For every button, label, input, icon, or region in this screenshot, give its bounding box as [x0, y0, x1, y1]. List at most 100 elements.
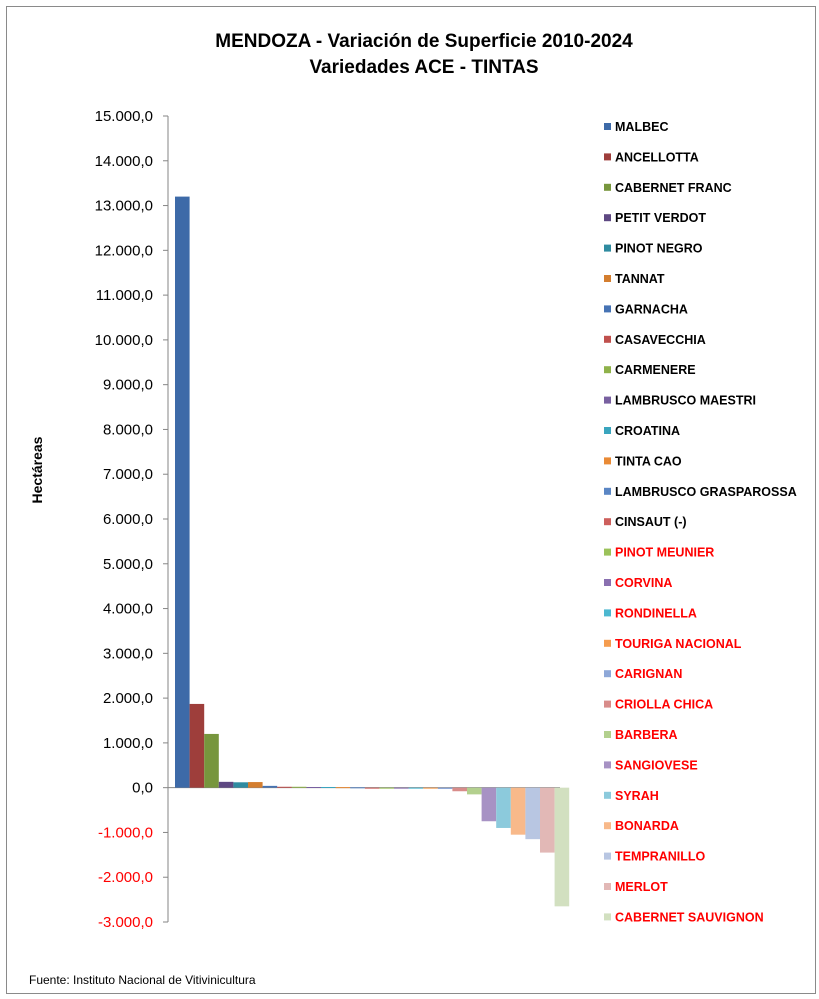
y-tick-label: 13.000,0 — [95, 198, 153, 215]
bar-tempranillo — [525, 787, 540, 840]
y-tick-label: 6.000,0 — [103, 511, 153, 528]
bar-sangiovese — [481, 787, 497, 822]
bar-lambrusco-maestri — [306, 786, 321, 788]
y-tick-label: 0,0 — [132, 780, 153, 797]
legend-label: CABERNET SAUVIGNON — [615, 910, 764, 924]
y-tick-label: -3.000,0 — [98, 914, 153, 931]
bar-merlot — [540, 787, 555, 853]
legend-swatch — [604, 761, 611, 769]
legend-label: RONDINELLA — [615, 606, 697, 620]
legend-label: LAMBRUSCO GRASPAROSSA — [615, 485, 797, 499]
legend-swatch — [604, 822, 611, 830]
bar-barbera — [467, 787, 482, 795]
legend-label: MERLOT — [615, 880, 668, 894]
y-tick-label: 12.000,0 — [95, 242, 153, 259]
bar-touriga-nacional — [423, 787, 438, 789]
legend-label: PINOT NEGRO — [615, 242, 703, 256]
source-note: Fuente: Instituto Nacional de Vitivinicu… — [29, 973, 256, 987]
legend-label: PETIT VERDOT — [615, 211, 706, 225]
bar-croatina — [321, 786, 336, 788]
y-tick-label: 2.000,0 — [103, 690, 153, 707]
y-tick-label: 10.000,0 — [95, 332, 153, 349]
y-tick-label: -2.000,0 — [98, 869, 153, 886]
bar-petit-verdot — [218, 781, 234, 788]
bar-carignan — [437, 787, 453, 790]
legend-swatch — [604, 275, 611, 282]
legend-label: GARNACHA — [615, 302, 688, 316]
legend-label: BONARDA — [615, 819, 679, 833]
legend-label: TINTA CAO — [615, 454, 682, 468]
bar-syrah — [496, 787, 511, 828]
legend-swatch — [604, 731, 611, 738]
bar-ancellotta — [189, 703, 205, 788]
bar-pinot-meunier — [379, 787, 394, 789]
legend-label: MALBEC — [615, 120, 668, 134]
legend-label: CABERNET FRANC — [615, 181, 732, 195]
legend-label: CINSAUT (-) — [615, 515, 687, 529]
legend-label: CORVINA — [615, 576, 672, 590]
y-tick-label: 11.000,0 — [96, 287, 153, 304]
legend-swatch — [604, 457, 611, 465]
legend-label: TANNAT — [615, 272, 665, 286]
bar-garnacha — [262, 785, 278, 788]
chart-subtitle: Variedades ACE - TINTAS — [309, 57, 538, 78]
legend-label: TOURIGA NACIONAL — [615, 637, 742, 651]
bar-tannat — [248, 782, 263, 788]
bar-lambrusco-grasparossa — [350, 787, 365, 789]
legend-swatch — [604, 883, 611, 890]
y-tick-label: 8.000,0 — [103, 421, 153, 438]
legend-label: ANCELLOTTA — [615, 150, 699, 164]
legend-swatch — [604, 700, 611, 708]
y-tick-label: 4.000,0 — [103, 601, 153, 618]
chart-title: MENDOZA - Variación de Superficie 2010-2… — [215, 31, 633, 52]
legend-swatch — [604, 396, 611, 404]
legend-label: BARBERA — [615, 728, 678, 742]
legend-label: PINOT MEUNIER — [615, 546, 714, 560]
bar-carmenere — [291, 786, 307, 788]
legend-swatch — [604, 123, 611, 130]
legend-swatch — [604, 670, 611, 678]
bar-rondinella — [408, 787, 424, 789]
legend-swatch — [604, 609, 611, 617]
legend-swatch — [604, 153, 611, 161]
legend-label: TEMPRANILLO — [615, 850, 706, 864]
legend-swatch — [604, 852, 611, 860]
legend-swatch — [604, 305, 611, 313]
legend-swatch — [604, 335, 611, 343]
y-ticks: 15.000,0 14.000,0 13.000,0 12.000,0 11.000,0… — [95, 108, 168, 931]
bar-casavecchia — [277, 786, 292, 788]
legend-swatch — [604, 791, 611, 799]
legend-swatch — [604, 214, 611, 222]
legend-label: LAMBRUSCO MAESTRI — [615, 394, 756, 408]
legend-label: CARIGNAN — [615, 667, 682, 681]
bar-cinsaut — [364, 787, 380, 789]
bar-cabernet-sauvignon — [554, 787, 570, 907]
bar-bonarda — [510, 787, 526, 835]
y-tick-label: 9.000,0 — [103, 377, 153, 394]
y-axis-label: Hectáreas — [29, 436, 45, 503]
y-tick-label: -1.000,0 — [98, 824, 153, 841]
bar-malbec — [175, 196, 190, 788]
legend-label: SANGIOVESE — [615, 758, 698, 772]
y-tick-label: 3.000,0 — [103, 645, 153, 662]
bar-corvina — [394, 787, 409, 789]
legend-swatch — [604, 366, 611, 374]
y-tick-label: 14.000,0 — [95, 153, 153, 170]
y-tick-label: 1.000,0 — [103, 735, 153, 752]
legend-swatch — [604, 244, 611, 252]
legend-swatch — [604, 518, 611, 526]
legend-swatch — [604, 913, 611, 921]
bars — [175, 196, 570, 907]
bar-tinta-cao — [335, 787, 351, 789]
legend-label: CROATINA — [615, 424, 680, 438]
legend-label: SYRAH — [615, 789, 659, 803]
legend-label: CARMENERE — [615, 363, 696, 377]
bar-cabernet-franc — [204, 733, 219, 788]
chart-frame — [6, 6, 816, 994]
legend-swatch — [604, 579, 611, 586]
legend-swatch — [604, 183, 611, 191]
legend-label: CASAVECCHIA — [615, 333, 706, 347]
legend-swatch — [604, 548, 611, 556]
legend-label: CRIOLLA CHICA — [615, 698, 713, 712]
